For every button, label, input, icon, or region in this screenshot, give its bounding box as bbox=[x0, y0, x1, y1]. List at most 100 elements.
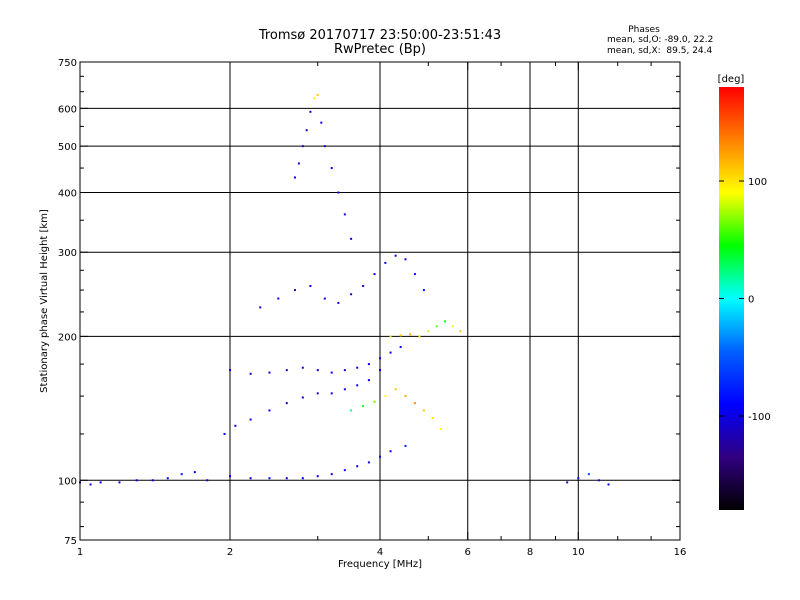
grid-lines bbox=[80, 62, 680, 540]
data-point bbox=[367, 363, 370, 366]
x-tick-label: 4 bbox=[377, 547, 383, 558]
x-tick-label: 16 bbox=[674, 547, 687, 558]
data-point bbox=[399, 346, 402, 349]
data-point bbox=[362, 405, 365, 408]
data-point bbox=[330, 392, 333, 395]
x-axis-label: Frequency [MHz] bbox=[338, 559, 422, 570]
data-point bbox=[379, 357, 381, 360]
data-point bbox=[356, 366, 359, 369]
data-point bbox=[443, 320, 446, 323]
y-tick-label: 750 bbox=[58, 58, 77, 69]
data-point bbox=[99, 481, 102, 484]
chart-subtitle: RwPretec (Bp) bbox=[334, 42, 426, 57]
data-point bbox=[309, 110, 312, 113]
data-point bbox=[223, 432, 226, 435]
data-point bbox=[422, 289, 425, 292]
data-point bbox=[451, 325, 454, 328]
data-point bbox=[379, 455, 381, 458]
data-point bbox=[316, 93, 319, 96]
data-point bbox=[384, 261, 387, 264]
data-point bbox=[316, 475, 319, 478]
data-point bbox=[577, 477, 580, 480]
data-point bbox=[389, 351, 392, 354]
data-point bbox=[309, 284, 312, 287]
data-point bbox=[337, 191, 340, 194]
data-point bbox=[323, 297, 326, 300]
data-point bbox=[337, 301, 340, 304]
colorbar-tick-label: -100 bbox=[748, 412, 771, 423]
data-point bbox=[316, 392, 319, 395]
x-tick-label: 6 bbox=[465, 547, 471, 558]
data-point bbox=[427, 330, 430, 333]
colorbar-tick-label: 0 bbox=[748, 295, 754, 306]
data-point bbox=[356, 384, 359, 387]
data-point bbox=[409, 333, 412, 336]
data-point bbox=[249, 372, 252, 375]
data-point bbox=[277, 297, 280, 300]
data-point bbox=[285, 477, 288, 480]
data-point bbox=[193, 471, 196, 474]
data-point bbox=[268, 409, 271, 412]
data-point bbox=[206, 479, 209, 482]
data-point bbox=[135, 479, 138, 482]
data-point bbox=[293, 289, 296, 292]
data-point bbox=[399, 334, 402, 337]
y-tick-label: 600 bbox=[58, 104, 77, 115]
data-point bbox=[389, 450, 392, 453]
data-point bbox=[229, 475, 231, 478]
y-tick-label: 300 bbox=[58, 248, 77, 259]
y-axis-label: Stationary phase Virtual Height [km] bbox=[39, 209, 50, 393]
data-point bbox=[373, 400, 376, 403]
data-point bbox=[413, 273, 416, 276]
data-point bbox=[285, 402, 288, 405]
data-point bbox=[320, 121, 323, 124]
data-point bbox=[597, 479, 600, 482]
data-point bbox=[362, 284, 365, 287]
data-point bbox=[350, 237, 353, 240]
data-point bbox=[350, 293, 353, 296]
data-point bbox=[180, 473, 183, 476]
data-point bbox=[330, 371, 333, 374]
data-point bbox=[301, 366, 304, 369]
y-axis-ticks: 75 100 200 300 400 500 600 750 bbox=[58, 58, 680, 547]
data-point bbox=[394, 388, 397, 391]
data-point bbox=[356, 465, 359, 468]
x-axis-ticks: 1 2 4 6 8 10 16 bbox=[77, 62, 687, 558]
data-point bbox=[379, 369, 381, 372]
x-tick-label: 1 bbox=[77, 547, 83, 558]
data-point bbox=[343, 388, 346, 391]
data-point bbox=[301, 396, 304, 399]
data-point bbox=[285, 369, 288, 372]
data-point bbox=[151, 479, 154, 482]
data-point bbox=[373, 273, 376, 276]
data-point bbox=[439, 428, 442, 431]
data-point bbox=[297, 162, 300, 165]
data-point bbox=[422, 409, 425, 412]
data-point bbox=[268, 371, 271, 374]
data-point bbox=[418, 335, 421, 338]
legend-heading: Phases bbox=[628, 25, 660, 35]
data-point bbox=[301, 145, 304, 148]
data-point bbox=[350, 409, 353, 412]
data-point bbox=[234, 424, 237, 427]
data-point bbox=[166, 477, 169, 480]
data-point bbox=[404, 258, 407, 261]
data-point bbox=[343, 369, 346, 372]
colorbar-ticks: 100 0 -100 bbox=[719, 177, 771, 423]
data-point bbox=[249, 477, 252, 480]
data-point bbox=[394, 254, 397, 257]
data-point bbox=[89, 483, 92, 486]
y-tick-label: 100 bbox=[58, 476, 77, 487]
x-tick-label: 10 bbox=[572, 547, 585, 558]
y-tick-label: 400 bbox=[58, 188, 77, 199]
y-tick-label: 500 bbox=[58, 142, 77, 153]
data-point bbox=[413, 402, 416, 405]
data-point bbox=[404, 444, 407, 447]
data-point bbox=[259, 306, 262, 309]
data-point bbox=[384, 395, 387, 398]
data-point bbox=[330, 473, 333, 476]
data-point bbox=[229, 369, 231, 372]
y-tick-label: 200 bbox=[58, 332, 77, 343]
data-point bbox=[431, 416, 434, 419]
